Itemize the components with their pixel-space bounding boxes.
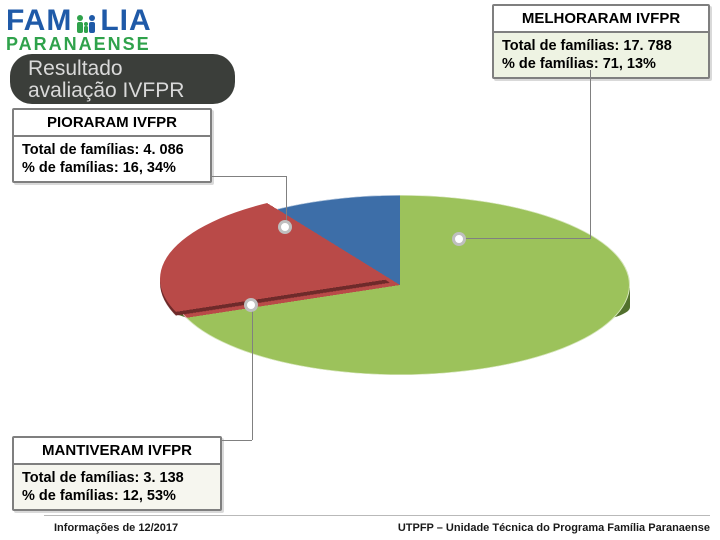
callout-line: % de famílias: 12, 53% [22, 487, 212, 505]
callout-mantiveram: MANTIVERAM IVFPR Total de famílias: 3. 1… [12, 436, 222, 511]
callout-line: Total de famílias: 3. 138 [22, 469, 212, 487]
leader-line [210, 176, 286, 177]
page-title: Resultado avaliação IVFPR [10, 54, 235, 104]
brand-logo: FAM LIA PARANAENSE [6, 6, 226, 55]
leader-line [220, 440, 252, 441]
pie-marker-pioraram [278, 220, 292, 234]
footer-rule [44, 515, 710, 516]
family-icon [72, 11, 100, 33]
leader-line [252, 302, 253, 440]
slide-stage: FAM LIA PARANAENSE Resultado avaliação IV… [0, 0, 720, 540]
leader-line [286, 176, 287, 224]
pie-marker-mantiveram [244, 298, 258, 312]
logo-text-b: LIA [100, 4, 151, 37]
logo-text-a: FAM [6, 4, 72, 37]
callout-line: % de famílias: 71, 13% [502, 55, 700, 73]
pie-marker-melhoraram [452, 232, 466, 246]
pie-slice-pioraram [160, 189, 620, 369]
callout-line: Total de famílias: 17. 788 [502, 37, 700, 55]
footer-left: Informações de 12/2017 [54, 522, 178, 534]
pie-chart [170, 140, 630, 430]
callout-header: MANTIVERAM IVFPR [14, 438, 220, 465]
callout-header: MELHORARAM IVFPR [494, 6, 708, 33]
leader-line [590, 70, 591, 238]
callout-melhoraram: MELHORARAM IVFPR Total de famílias: 17. … [492, 4, 710, 79]
leader-line [460, 238, 591, 239]
callout-header: PIORARAM IVFPR [14, 110, 210, 137]
callout-body: Total de famílias: 17. 788 % de famílias… [494, 33, 708, 77]
callout-body: Total de famílias: 3. 138 % de famílias:… [14, 465, 220, 509]
footer-right: UTPFP – Unidade Técnica do Programa Famí… [398, 522, 710, 534]
logo-line1: FAM LIA [6, 6, 226, 36]
logo-line2: PARANAENSE [6, 34, 226, 55]
